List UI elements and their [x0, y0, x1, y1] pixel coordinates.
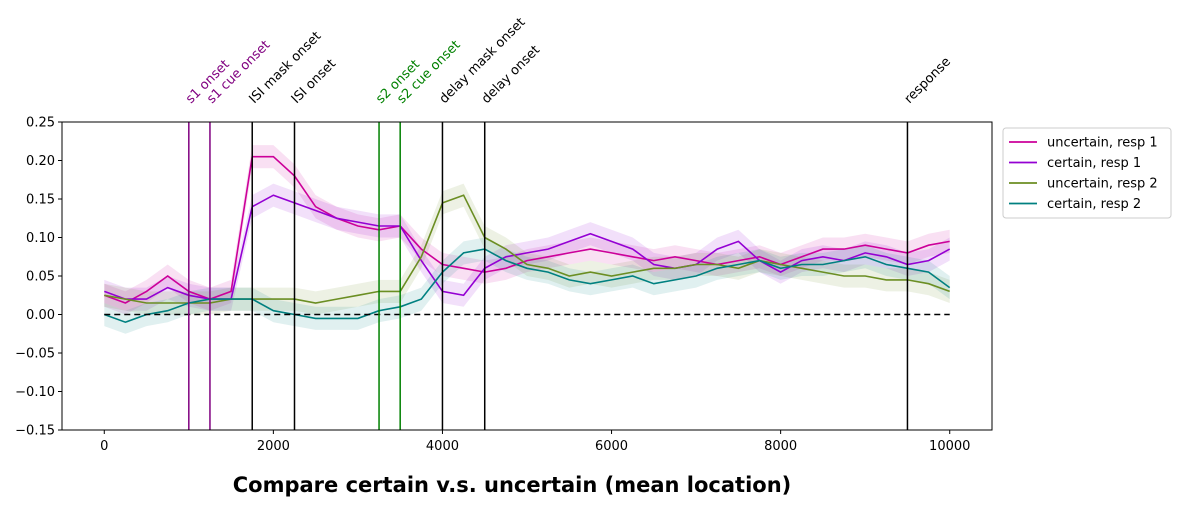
- y-tick-label-6: 0.15: [26, 193, 55, 208]
- y-axis-ticks: −0.15 −0.10 −0.05 0.00 0.05 0.10 0.15 0.20 0.25: [15, 116, 62, 439]
- legend-label-3: certain, resp 2: [1047, 197, 1141, 212]
- x-tick-label-2: 4000: [426, 439, 459, 454]
- x-tick-label-4: 8000: [764, 439, 797, 454]
- y-tick-label-2: −0.05: [15, 347, 55, 362]
- event-label-8: response: [902, 54, 954, 106]
- y-tick-label-5: 0.10: [26, 231, 55, 246]
- y-tick-label-3: 0.00: [26, 308, 55, 323]
- legend-label-2: uncertain, resp 2: [1047, 177, 1158, 192]
- x-tick-label-5: 10000: [929, 439, 970, 454]
- x-tick-label-3: 6000: [595, 439, 628, 454]
- legend: uncertain, resp 1 certain, resp 1 uncertai…: [1002, 127, 1172, 219]
- y-tick-label-1: −0.10: [15, 385, 55, 400]
- legend-label-0: uncertain, resp 1: [1047, 136, 1158, 151]
- chart-title: Compare certain v.s. uncertain (mean loc…: [233, 473, 792, 497]
- line-series-1: [104, 194, 951, 300]
- line-series-3: [104, 248, 951, 324]
- x-tick-label-1: 2000: [257, 439, 290, 454]
- band-series-3: [104, 237, 950, 334]
- band-series-1: [104, 183, 950, 311]
- series-lines: [104, 155, 951, 324]
- y-tick-label-7: 0.20: [26, 154, 55, 169]
- event-label-2: ISI mask onset: [246, 29, 324, 107]
- y-tick-label-8: 0.25: [26, 116, 55, 131]
- line-series-0: [104, 155, 950, 304]
- legend-box: [1002, 127, 1172, 219]
- x-tick-label-0: 0: [100, 439, 108, 454]
- confidence-bands: [104, 145, 950, 334]
- y-tick-label-0: −0.15: [15, 424, 55, 439]
- legend-label-1: certain, resp 1: [1047, 156, 1141, 171]
- y-tick-label-4: 0.05: [26, 270, 55, 285]
- x-axis-ticks: 0 2000 4000 6000 8000 10000: [100, 430, 970, 454]
